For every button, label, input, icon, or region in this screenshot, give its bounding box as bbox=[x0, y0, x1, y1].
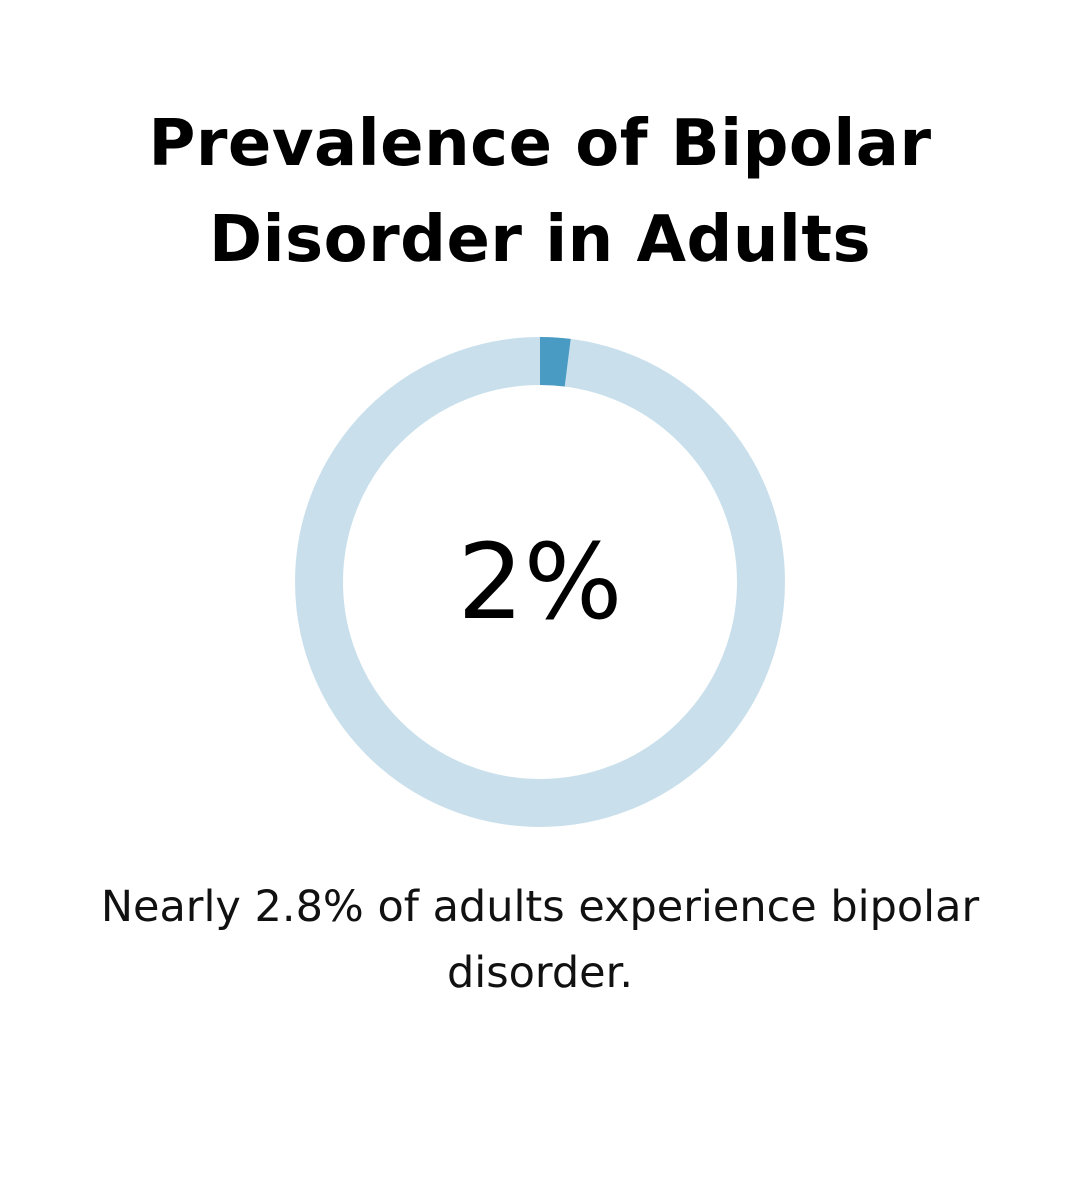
donut-svg bbox=[295, 337, 785, 827]
chart-title: Prevalence of Bipolar Disorder in Adults bbox=[148, 107, 932, 277]
center-value-label: 2% bbox=[457, 521, 623, 643]
chart-caption: Nearly 2.8% of adults experience bipolar… bbox=[100, 882, 980, 998]
donut-chart bbox=[280, 322, 800, 842]
donut-value-slice bbox=[540, 337, 571, 387]
